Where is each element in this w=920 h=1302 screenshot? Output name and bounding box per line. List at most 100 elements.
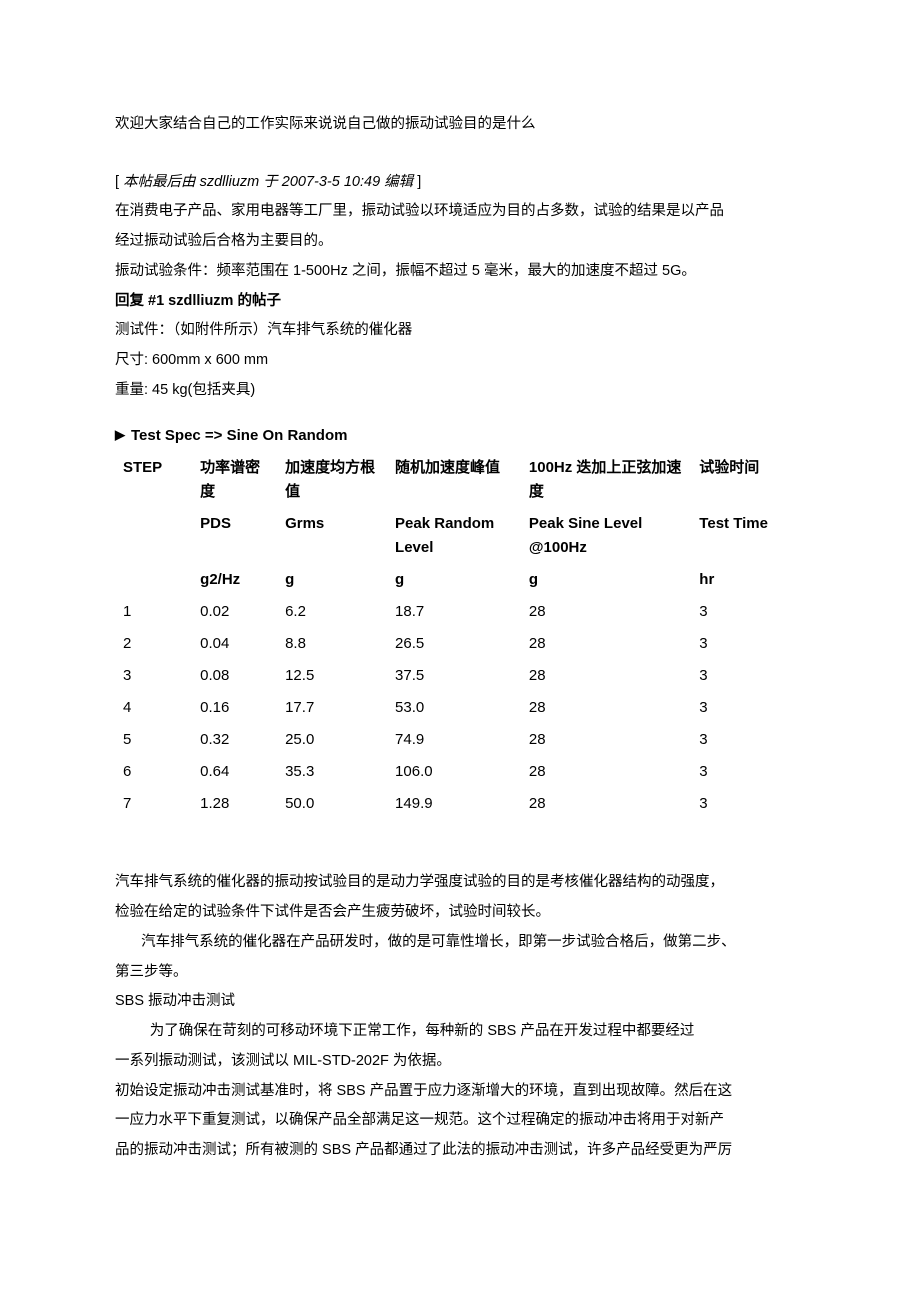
col-pds-en: PDS bbox=[192, 508, 277, 564]
cell-peak: 53.0 bbox=[387, 692, 521, 724]
col-step-unit bbox=[115, 564, 192, 596]
cell-peak: 37.5 bbox=[387, 660, 521, 692]
cell-grms: 17.7 bbox=[277, 692, 387, 724]
spec-title: Test Spec => Sine On Random bbox=[131, 427, 347, 444]
col-time-en: Test Time bbox=[691, 508, 805, 564]
col-peak-en: Peak Random Level bbox=[387, 508, 521, 564]
cell-time: 3 bbox=[691, 596, 805, 628]
spacer bbox=[115, 140, 805, 168]
cell-pds: 0.16 bbox=[192, 692, 277, 724]
cell-step: 7 bbox=[115, 788, 192, 820]
col-step-cn: STEP bbox=[115, 452, 192, 508]
paragraph-3: 振动试验条件：频率范围在 1-500Hz 之间，振幅不超过 5 毫米，最大的加速… bbox=[115, 257, 805, 287]
col-step-en bbox=[115, 508, 192, 564]
paragraph-8b: 一应力水平下重复测试，以确保产品全部满足这一规范。这个过程确定的振动冲击将用于对… bbox=[115, 1106, 805, 1136]
cell-step: 5 bbox=[115, 724, 192, 756]
paragraph-7a: 为了确保在苛刻的可移动环境下正常工作，每种新的 SBS 产品在开发过程中都要经过 bbox=[115, 1017, 805, 1047]
weight-line: 重量: 45 kg(包括夹具) bbox=[115, 376, 805, 406]
paragraph-5a: 汽车排气系统的催化器在产品研发时，做的是可靠性增长，即第一步试验合格后，做第二步… bbox=[115, 928, 805, 958]
cell-pds: 0.32 bbox=[192, 724, 277, 756]
col-pds-unit: g2/Hz bbox=[192, 564, 277, 596]
cell-sine: 28 bbox=[521, 628, 691, 660]
cell-grms: 6.2 bbox=[277, 596, 387, 628]
bracket-open: [ bbox=[115, 174, 123, 190]
table-row: 50.3225.074.9283 bbox=[115, 724, 805, 756]
col-peak-cn: 随机加速度峰值 bbox=[387, 452, 521, 508]
edit-note-at: 于 bbox=[263, 174, 282, 190]
table-header-cn: STEP 功率谱密度 加速度均方根值 随机加速度峰值 100Hz 迭加上正弦加速… bbox=[115, 452, 805, 508]
col-sine-cn: 100Hz 迭加上正弦加速度 bbox=[521, 452, 691, 508]
col-pds-cn: 功率谱密度 bbox=[192, 452, 277, 508]
cell-pds: 0.04 bbox=[192, 628, 277, 660]
cell-time: 3 bbox=[691, 628, 805, 660]
edit-note-label: 本帖最后由 bbox=[123, 174, 200, 190]
triangle-icon: ▶ bbox=[115, 427, 125, 443]
cell-peak: 18.7 bbox=[387, 596, 521, 628]
cell-time: 3 bbox=[691, 788, 805, 820]
paragraph-7b: 一系列振动测试，该测试以 MIL-STD-202F 为依据。 bbox=[115, 1047, 805, 1077]
col-sine-en: Peak Sine Level @100Hz bbox=[521, 508, 691, 564]
col-grms-en: Grms bbox=[277, 508, 387, 564]
spec-table-body: 10.026.218.728320.048.826.528330.0812.53… bbox=[115, 596, 805, 820]
test-item-line: 测试件：（如附件所示）汽车排气系统的催化器 bbox=[115, 316, 805, 346]
cell-pds: 0.02 bbox=[192, 596, 277, 628]
cell-pds: 0.64 bbox=[192, 756, 277, 788]
cell-grms: 12.5 bbox=[277, 660, 387, 692]
col-time-unit: hr bbox=[691, 564, 805, 596]
intro-paragraph: 欢迎大家结合自己的工作实际来说说自己做的振动试验目的是什么 bbox=[115, 110, 805, 140]
cell-sine: 28 bbox=[521, 596, 691, 628]
bracket-close: ] bbox=[413, 174, 421, 190]
cell-pds: 1.28 bbox=[192, 788, 277, 820]
reply-header: 回复 #1 szdlliuzm 的帖子 bbox=[115, 287, 805, 317]
paragraph-6: SBS 振动冲击测试 bbox=[115, 987, 805, 1017]
cell-step: 2 bbox=[115, 628, 192, 660]
cell-sine: 28 bbox=[521, 692, 691, 724]
edit-note-user: szdlliuzm bbox=[200, 174, 264, 190]
col-grms-unit: g bbox=[277, 564, 387, 596]
cell-step: 6 bbox=[115, 756, 192, 788]
col-grms-cn: 加速度均方根值 bbox=[277, 452, 387, 508]
table-row: 60.6435.3106.0283 bbox=[115, 756, 805, 788]
table-row: 40.1617.753.0283 bbox=[115, 692, 805, 724]
cell-step: 4 bbox=[115, 692, 192, 724]
cell-time: 3 bbox=[691, 692, 805, 724]
spec-table: STEP 功率谱密度 加速度均方根值 随机加速度峰值 100Hz 迭加上正弦加速… bbox=[115, 452, 805, 820]
spec-title-row: ▶ Test Spec => Sine On Random bbox=[115, 427, 805, 444]
paragraph-8a: 初始设定振动冲击测试基准时，将 SBS 产品置于应力逐渐增大的环境，直到出现故障… bbox=[115, 1077, 805, 1107]
cell-time: 3 bbox=[691, 660, 805, 692]
paragraph-5b: 第三步等。 bbox=[115, 958, 805, 988]
cell-sine: 28 bbox=[521, 724, 691, 756]
edit-note: [ 本帖最后由 szdlliuzm 于 2007-3-5 10:49 编辑 ] bbox=[115, 168, 805, 198]
col-peak-unit: g bbox=[387, 564, 521, 596]
cell-grms: 50.0 bbox=[277, 788, 387, 820]
edit-note-time: 2007-3-5 10:49 bbox=[282, 174, 384, 190]
cell-peak: 149.9 bbox=[387, 788, 521, 820]
cell-peak: 74.9 bbox=[387, 724, 521, 756]
cell-grms: 35.3 bbox=[277, 756, 387, 788]
table-row: 10.026.218.7283 bbox=[115, 596, 805, 628]
cell-sine: 28 bbox=[521, 788, 691, 820]
cell-pds: 0.08 bbox=[192, 660, 277, 692]
cell-peak: 106.0 bbox=[387, 756, 521, 788]
col-time-cn: 试验时间 bbox=[691, 452, 805, 508]
cell-sine: 28 bbox=[521, 756, 691, 788]
cell-peak: 26.5 bbox=[387, 628, 521, 660]
cell-step: 3 bbox=[115, 660, 192, 692]
paragraph-2a: 在消费电子产品、家用电器等工厂里，振动试验以环境适应为目的占多数，试验的结果是以… bbox=[115, 197, 805, 227]
col-sine-unit: g bbox=[521, 564, 691, 596]
table-header-en: PDS Grms Peak Random Level Peak Sine Lev… bbox=[115, 508, 805, 564]
cell-grms: 8.8 bbox=[277, 628, 387, 660]
cell-time: 3 bbox=[691, 724, 805, 756]
table-row: 30.0812.537.5283 bbox=[115, 660, 805, 692]
table-header-units: g2/Hz g g g hr bbox=[115, 564, 805, 596]
cell-grms: 25.0 bbox=[277, 724, 387, 756]
paragraph-2b: 经过振动试验后合格为主要目的。 bbox=[115, 227, 805, 257]
paragraph-4b: 检验在给定的试验条件下试件是否会产生疲劳破坏，试验时间较长。 bbox=[115, 898, 805, 928]
cell-sine: 28 bbox=[521, 660, 691, 692]
size-line: 尺寸: 600mm x 600 mm bbox=[115, 346, 805, 376]
edit-note-action: 编辑 bbox=[384, 174, 413, 190]
cell-time: 3 bbox=[691, 756, 805, 788]
paragraph-4a: 汽车排气系统的催化器的振动按试验目的是动力学强度试验的目的是考核催化器结构的动强… bbox=[115, 868, 805, 898]
paragraph-8c: 品的振动冲击测试；所有被测的 SBS 产品都通过了此法的振动冲击测试，许多产品经… bbox=[115, 1136, 805, 1166]
table-row: 71.2850.0149.9283 bbox=[115, 788, 805, 820]
